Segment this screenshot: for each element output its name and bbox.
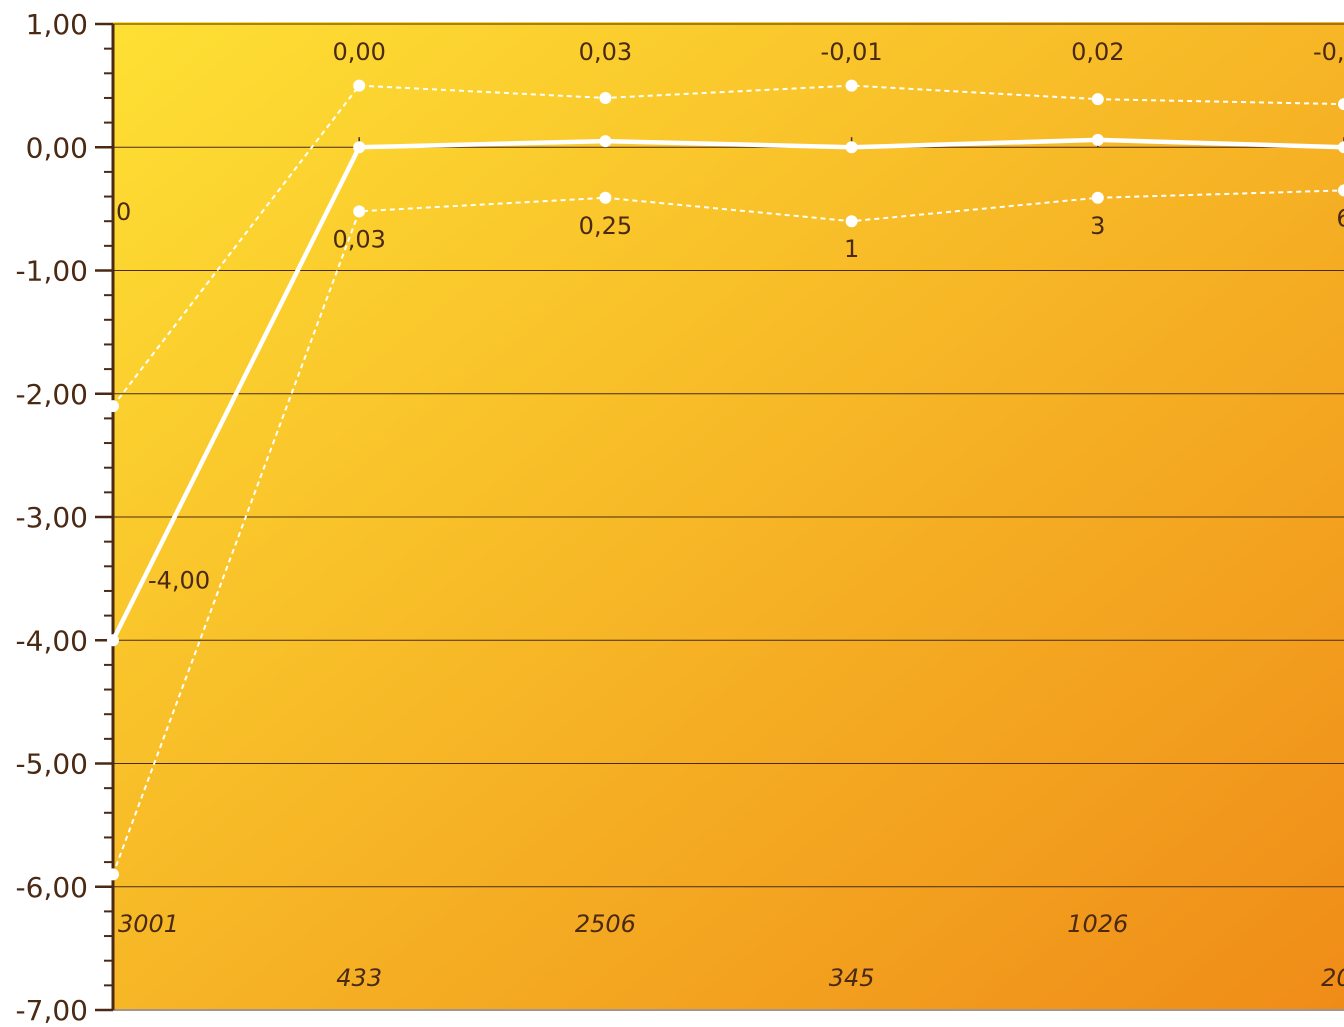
count-label: 3001 bbox=[118, 910, 179, 938]
secondary-label: 6 bbox=[1336, 204, 1344, 232]
series-line-upper bbox=[112, 84, 1344, 407]
secondary-label: 0,03 bbox=[332, 225, 385, 253]
secondary-label: 0 bbox=[116, 198, 131, 226]
count-label: 345 bbox=[829, 964, 875, 992]
point-lower bbox=[599, 191, 612, 204]
point-lower bbox=[1338, 184, 1344, 197]
series-lines bbox=[107, 79, 1344, 881]
plot-background bbox=[113, 22, 1344, 1009]
point-estimate bbox=[107, 634, 119, 647]
point-estimate bbox=[1091, 133, 1104, 146]
count-label: 1026 bbox=[1067, 910, 1128, 938]
value-label: 0,03 bbox=[579, 38, 632, 66]
value-label: 0,02 bbox=[1071, 38, 1124, 66]
value-label: -4,00 bbox=[148, 566, 210, 594]
value-label: -0,01 bbox=[821, 38, 883, 66]
point-upper bbox=[845, 79, 858, 92]
series-line-lower bbox=[112, 189, 1344, 875]
secondary-label: 3 bbox=[1090, 212, 1105, 240]
value-label: 0,00 bbox=[332, 38, 385, 66]
secondary-label: 1 bbox=[844, 235, 859, 263]
y-axis: 1,00 0,00 -1,00 -2,00 -3,00 -4,00 -5,00 -6,00 -7… bbox=[16, 8, 115, 1027]
point-upper bbox=[353, 79, 366, 92]
y-tick-label: -5,00 bbox=[16, 748, 88, 781]
point-upper bbox=[1091, 93, 1104, 106]
point-estimate bbox=[1338, 141, 1344, 154]
y-tick-label: -3,00 bbox=[16, 501, 88, 534]
value-label: -0,01 bbox=[1313, 38, 1344, 66]
point-estimate bbox=[845, 141, 858, 154]
point-estimate bbox=[353, 141, 366, 154]
y-tick-label: 0,00 bbox=[26, 131, 88, 164]
point-lower bbox=[107, 868, 119, 881]
point-estimate bbox=[599, 135, 612, 148]
point-lower bbox=[845, 215, 858, 228]
point-upper bbox=[107, 400, 119, 413]
y-tick-label: -2,00 bbox=[16, 378, 88, 411]
count-label: 2506 bbox=[575, 910, 636, 938]
data-labels: -4,00 0,00 0,03 -0,01 0,02 -0,01 0 0,03 0,25 1 3 6 3… bbox=[116, 38, 1344, 992]
y-tick-label: -7,00 bbox=[16, 994, 88, 1027]
series-line-estimate bbox=[110, 137, 1344, 642]
y-tick-label: 1,00 bbox=[26, 8, 88, 41]
point-lower bbox=[1091, 191, 1104, 204]
secondary-label: 0,25 bbox=[579, 212, 632, 240]
point-lower bbox=[353, 205, 366, 218]
point-upper bbox=[599, 91, 612, 104]
y-tick-label: -6,00 bbox=[16, 871, 88, 904]
y-tick-label: -4,00 bbox=[16, 624, 88, 657]
y-tick-label: -1,00 bbox=[16, 255, 88, 288]
count-label: 433 bbox=[336, 964, 382, 992]
point-upper bbox=[1338, 98, 1344, 111]
count-label: 202 bbox=[1321, 964, 1344, 992]
grid-lines bbox=[113, 23, 1344, 1011]
